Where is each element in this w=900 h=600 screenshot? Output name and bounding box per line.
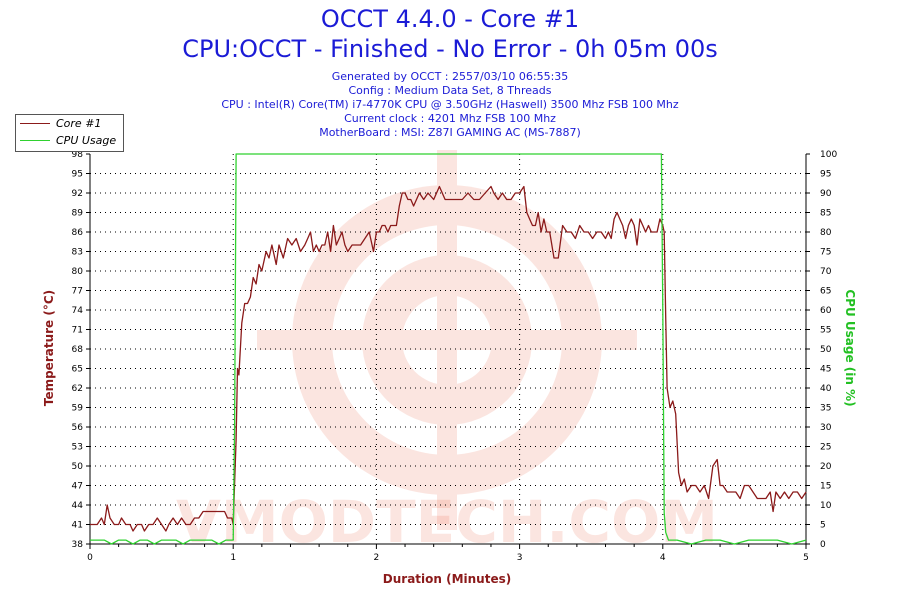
info-motherboard: MotherBoard : MSI: Z87I GAMING AC (MS-78… bbox=[319, 126, 581, 139]
y-tick-label-left: 38 bbox=[72, 540, 84, 550]
y-tick-label-right: 65 bbox=[820, 287, 831, 297]
y-tick-label-left: 56 bbox=[72, 423, 84, 433]
y-tick-label-left: 44 bbox=[72, 501, 84, 511]
y-tick-label-left: 47 bbox=[72, 482, 83, 492]
info-clock: Current clock : 4201 Mhz FSB 100 Mhz bbox=[344, 112, 556, 125]
y-tick-label-left: 89 bbox=[72, 209, 84, 219]
y-tick-label-left: 77 bbox=[72, 287, 83, 297]
x-tick-label: 1 bbox=[230, 553, 236, 563]
y-axis-left-label: Temperature (°C) bbox=[42, 290, 56, 406]
y-tick-label-right: 90 bbox=[820, 189, 832, 199]
y-tick-label-right: 0 bbox=[820, 540, 826, 550]
y-tick-label-right: 75 bbox=[820, 248, 831, 258]
x-tick-label: 0 bbox=[87, 553, 93, 563]
info-config: Config : Medium Data Set, 8 Threads bbox=[348, 84, 552, 97]
legend-item-core1: Core #1 bbox=[16, 115, 123, 132]
y-tick-label-left: 68 bbox=[72, 345, 84, 355]
y-tick-label-left: 59 bbox=[72, 404, 84, 414]
y-tick-label-left: 71 bbox=[72, 326, 83, 336]
y-tick-label-left: 86 bbox=[72, 228, 84, 238]
y-tick-label-right: 35 bbox=[820, 404, 831, 414]
y-tick-label-right: 100 bbox=[820, 150, 837, 160]
info-generated: Generated by OCCT : 2557/03/10 06:55:35 bbox=[331, 70, 569, 83]
y-tick-label-right: 45 bbox=[820, 365, 831, 375]
series-line-core-1 bbox=[90, 185, 807, 532]
y-axis-right-label: CPU Usage (in %) bbox=[843, 289, 857, 406]
y-tick-label-left: 74 bbox=[72, 306, 84, 316]
y-tick-label-left: 53 bbox=[72, 443, 83, 453]
x-tick-label: 5 bbox=[803, 553, 809, 563]
y-tick-label-right: 60 bbox=[820, 306, 832, 316]
x-axis-label: Duration (Minutes) bbox=[383, 572, 511, 586]
x-tick-label: 3 bbox=[517, 553, 523, 563]
y-tick-label-right: 10 bbox=[820, 501, 832, 511]
y-tick-label-right: 50 bbox=[820, 345, 832, 355]
y-tick-label-right: 70 bbox=[820, 267, 832, 277]
y-tick-label-right: 55 bbox=[820, 326, 831, 336]
legend-label-core1: Core #1 bbox=[56, 117, 102, 130]
y-tick-label-right: 25 bbox=[820, 443, 831, 453]
legend-item-cpu-usage: CPU Usage bbox=[16, 132, 123, 149]
y-tick-label-right: 30 bbox=[820, 423, 832, 433]
y-tick-label-right: 95 bbox=[820, 170, 831, 180]
legend-label-cpu-usage: CPU Usage bbox=[56, 134, 117, 147]
y-tick-label-right: 85 bbox=[820, 209, 831, 219]
y-tick-label-right: 15 bbox=[820, 482, 831, 492]
y-tick-label-left: 98 bbox=[72, 150, 84, 160]
y-tick-label-left: 83 bbox=[72, 248, 83, 258]
info-cpu: CPU : Intel(R) Core(TM) i7-4770K CPU @ 3… bbox=[221, 98, 679, 111]
y-tick-label-right: 5 bbox=[820, 521, 826, 531]
x-tick-label: 2 bbox=[374, 553, 380, 563]
y-tick-label-left: 62 bbox=[72, 384, 83, 394]
legend-swatch-core1 bbox=[20, 123, 50, 124]
legend-swatch-cpu-usage bbox=[20, 140, 50, 141]
y-tick-label-right: 80 bbox=[820, 228, 832, 238]
y-tick-label-left: 80 bbox=[72, 267, 84, 277]
y-tick-label-right: 20 bbox=[820, 462, 832, 472]
series-line-cpu-usage bbox=[90, 153, 807, 545]
watermark-text: VMODTECH.COM bbox=[176, 488, 718, 556]
y-tick-label-left: 65 bbox=[72, 365, 83, 375]
chart-subtitle: CPU:OCCT - Finished - No Error - 0h 05m … bbox=[182, 35, 718, 63]
y-tick-label-left: 50 bbox=[72, 462, 84, 472]
x-tick-label: 4 bbox=[660, 553, 666, 563]
watermark-logo bbox=[257, 150, 637, 530]
legend: Core #1 CPU Usage bbox=[15, 114, 124, 152]
y-tick-label-left: 92 bbox=[72, 189, 83, 199]
y-tick-label-left: 95 bbox=[72, 170, 83, 180]
chart-title: OCCT 4.4.0 - Core #1 bbox=[320, 5, 580, 33]
y-tick-label-right: 40 bbox=[820, 384, 832, 394]
y-tick-label-left: 41 bbox=[72, 521, 83, 531]
